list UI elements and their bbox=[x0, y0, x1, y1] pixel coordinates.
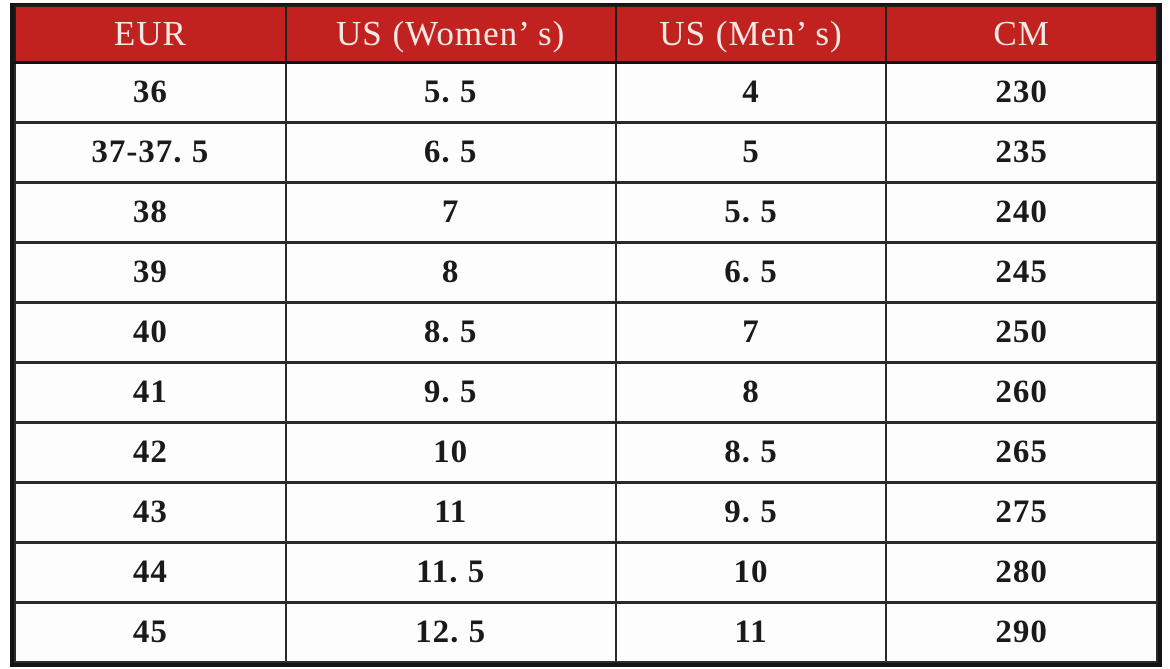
cell-us-men: 8. 5 bbox=[614, 421, 888, 484]
cell-eur: 39 bbox=[14, 241, 287, 304]
cell-us-women: 7 bbox=[284, 181, 617, 244]
table-row: 36 5. 5 4 230 bbox=[14, 61, 1158, 124]
cell-cm: 230 bbox=[885, 61, 1158, 124]
cell-cm: 260 bbox=[885, 361, 1158, 424]
cell-us-men: 5 bbox=[614, 121, 888, 184]
cell-cm: 250 bbox=[885, 301, 1158, 364]
cell-cm: 290 bbox=[885, 601, 1158, 663]
cell-us-men: 9. 5 bbox=[614, 481, 888, 544]
cell-cm: 275 bbox=[885, 481, 1158, 544]
cell-eur: 38 bbox=[14, 181, 287, 244]
column-header-us-women: US (Women’ s) bbox=[284, 5, 617, 64]
cell-cm: 265 bbox=[885, 421, 1158, 484]
cell-us-women: 8. 5 bbox=[284, 301, 617, 364]
table-row: 40 8. 5 7 250 bbox=[14, 301, 1158, 364]
column-header-us-men: US (Men’ s) bbox=[614, 5, 888, 64]
column-header-eur: EUR bbox=[14, 5, 287, 64]
cell-eur: 43 bbox=[14, 481, 287, 544]
cell-us-women: 11 bbox=[284, 481, 617, 544]
cell-us-women: 6. 5 bbox=[284, 121, 617, 184]
column-header-cm: CM bbox=[885, 5, 1158, 64]
header-row: EUR US (Women’ s) US (Men’ s) CM bbox=[14, 5, 1158, 64]
cell-eur: 41 bbox=[14, 361, 287, 424]
cell-us-women: 12. 5 bbox=[284, 601, 617, 663]
cell-cm: 245 bbox=[885, 241, 1158, 304]
cell-eur: 36 bbox=[14, 61, 287, 124]
cell-cm: 235 bbox=[885, 121, 1158, 184]
cell-eur: 45 bbox=[14, 601, 287, 663]
table-row: 45 12. 5 11 290 bbox=[14, 601, 1158, 663]
size-chart-table: EUR US (Women’ s) US (Men’ s) CM 36 5. 5… bbox=[14, 5, 1158, 663]
cell-us-men: 4 bbox=[614, 61, 888, 124]
cell-cm: 240 bbox=[885, 181, 1158, 244]
cell-us-men: 11 bbox=[614, 601, 888, 663]
table-row: 39 8 6. 5 245 bbox=[14, 241, 1158, 304]
cell-eur: 40 bbox=[14, 301, 287, 364]
cell-eur: 44 bbox=[14, 541, 287, 604]
table-row: 44 11. 5 10 280 bbox=[14, 541, 1158, 604]
table-row: 43 11 9. 5 275 bbox=[14, 481, 1158, 544]
cell-cm: 280 bbox=[885, 541, 1158, 604]
cell-us-men: 8 bbox=[614, 361, 888, 424]
table-row: 42 10 8. 5 265 bbox=[14, 421, 1158, 484]
cell-us-men: 5. 5 bbox=[614, 181, 888, 244]
cell-eur: 37-37. 5 bbox=[14, 121, 287, 184]
table-row: 37-37. 5 6. 5 5 235 bbox=[14, 121, 1158, 184]
cell-us-men: 7 bbox=[614, 301, 888, 364]
table-row: 41 9. 5 8 260 bbox=[14, 361, 1158, 424]
table-row: 38 7 5. 5 240 bbox=[14, 181, 1158, 244]
cell-us-women: 8 bbox=[284, 241, 617, 304]
cell-us-men: 10 bbox=[614, 541, 888, 604]
size-chart-frame: EUR US (Women’ s) US (Men’ s) CM 36 5. 5… bbox=[10, 3, 1162, 667]
cell-eur: 42 bbox=[14, 421, 287, 484]
cell-us-women: 5. 5 bbox=[284, 61, 617, 124]
cell-us-men: 6. 5 bbox=[614, 241, 888, 304]
cell-us-women: 11. 5 bbox=[284, 541, 617, 604]
cell-us-women: 10 bbox=[284, 421, 617, 484]
cell-us-women: 9. 5 bbox=[284, 361, 617, 424]
